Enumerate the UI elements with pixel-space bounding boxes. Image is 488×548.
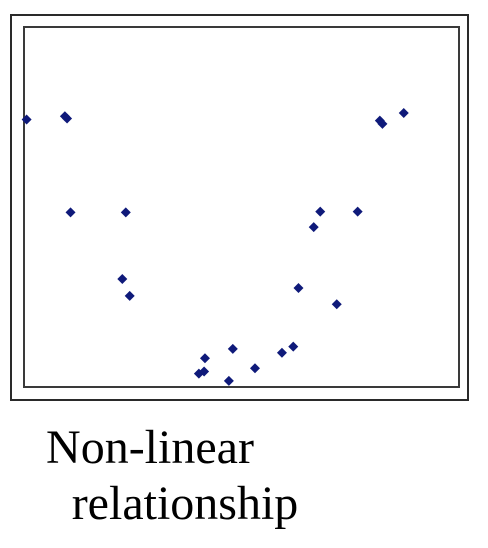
data-point-19 (331, 299, 342, 310)
scatter-plot (21, 26, 460, 388)
data-points (21, 108, 409, 386)
data-point-16 (293, 283, 304, 293)
caption-line-2: relationship (71, 477, 299, 530)
data-point-12 (227, 343, 238, 354)
data-point-23 (398, 108, 409, 119)
data-point-18 (315, 206, 326, 217)
data-point-15 (288, 341, 299, 352)
data-point-11 (223, 375, 234, 386)
data-point-10 (199, 353, 210, 364)
data-point-1 (21, 114, 32, 125)
data-point-22 (377, 118, 388, 129)
data-point-14 (276, 347, 287, 358)
data-point-20 (352, 206, 363, 217)
data-point-17 (308, 222, 319, 233)
data-point-6 (117, 274, 128, 284)
chart-caption: Non-linear relationship (0, 420, 300, 532)
data-point-13 (249, 363, 260, 374)
data-point-4 (65, 207, 76, 218)
data-point-9 (199, 366, 210, 377)
plot-area (23, 26, 460, 388)
data-point-5 (120, 207, 131, 218)
data-point-7 (124, 290, 135, 301)
caption-line-1: Non-linear (46, 421, 254, 474)
data-point-3 (62, 113, 73, 124)
